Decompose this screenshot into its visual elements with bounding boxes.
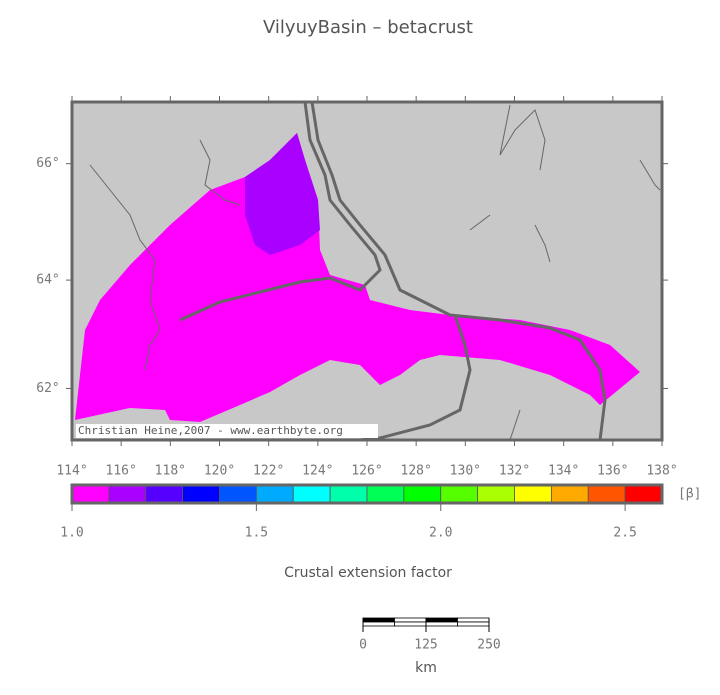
lon-tick-label: 136° — [597, 464, 628, 479]
basin-high-beta — [245, 133, 320, 255]
lon-tick-label: 114° — [56, 464, 87, 479]
lon-tick-label: 134° — [548, 464, 579, 479]
scalebar-segment — [425, 621, 458, 627]
credit: Christian Heine,2007 - www.earthbyte.org — [78, 424, 343, 437]
colorbar-swatch — [182, 484, 220, 504]
scalebar-tick-label: 125 — [414, 638, 437, 653]
colorbar-swatch — [108, 484, 147, 504]
colorbar-swatch — [292, 484, 331, 504]
scalebar-segment — [457, 621, 490, 627]
stream — [499, 104, 546, 171]
colorbar-swatch — [440, 484, 479, 504]
stream — [509, 409, 521, 441]
lat-tick-label: 62° — [36, 381, 59, 396]
lon-tick-label: 118° — [155, 464, 186, 479]
scalebar-tick-label: 0 — [359, 638, 367, 653]
scalebar-segment — [394, 621, 427, 627]
river — [359, 314, 472, 442]
scalebar-unit: km — [415, 660, 437, 676]
lon-tick-label: 126° — [351, 464, 382, 479]
lat-tick-label: 64° — [36, 273, 59, 288]
colorbar-tick-label: 2.5 — [613, 526, 636, 541]
river — [179, 101, 382, 322]
stream — [89, 164, 161, 371]
stream — [199, 139, 241, 206]
credit-box — [76, 424, 378, 438]
scalebar-segment — [457, 617, 490, 623]
lon-tick-label: 130° — [450, 464, 481, 479]
colorbar-tick-label: 1.0 — [60, 526, 83, 541]
lon-tick-label: 122° — [253, 464, 284, 479]
colorbar-swatch — [477, 484, 515, 504]
rivers — [89, 101, 661, 442]
stream — [534, 224, 551, 263]
stream — [639, 159, 661, 191]
scalebar-segment — [425, 617, 458, 623]
colorbar-frame — [70, 483, 664, 505]
colorbar-swatch — [145, 484, 184, 504]
colorbar-swatch — [587, 484, 626, 504]
map: Christian Heine,2007 - www.earthbyte.org — [70, 100, 664, 442]
basin-area — [75, 133, 640, 422]
colorbar-swatch — [624, 484, 663, 504]
scalebar-segment — [394, 617, 427, 623]
colorbar-swatch — [71, 484, 110, 504]
colorbar-tick-label: 1.5 — [245, 526, 268, 541]
river — [310, 101, 607, 441]
colorbar-swatch — [366, 484, 405, 504]
colorbar-label: Crustal extension factor — [284, 565, 452, 581]
colorbar-swatch — [329, 484, 368, 504]
lon-tick-label: 116° — [106, 464, 137, 479]
scalebar-segment — [362, 617, 395, 623]
stream — [469, 214, 491, 231]
lon-tick-label: 138° — [646, 464, 677, 479]
scalebar-tick-label: 250 — [477, 638, 500, 653]
colorbar-swatch — [403, 484, 442, 504]
scalebar-segment — [362, 621, 395, 627]
colorbar-swatch — [219, 484, 257, 504]
colorbar-swatch — [514, 484, 552, 504]
colorbar-tick-label: 2.0 — [429, 526, 452, 541]
lon-tick-label: 124° — [302, 464, 333, 479]
colorbar-swatch — [255, 484, 294, 504]
lon-tick-label: 120° — [204, 464, 235, 479]
lon-tick-label: 128° — [401, 464, 432, 479]
title: VilyuyBasin – betacrust — [263, 17, 473, 38]
colorbar-unit: [β] — [678, 487, 701, 502]
lon-tick-label: 132° — [499, 464, 530, 479]
colorbar-swatch — [550, 484, 589, 504]
lat-tick-label: 66° — [36, 156, 59, 171]
